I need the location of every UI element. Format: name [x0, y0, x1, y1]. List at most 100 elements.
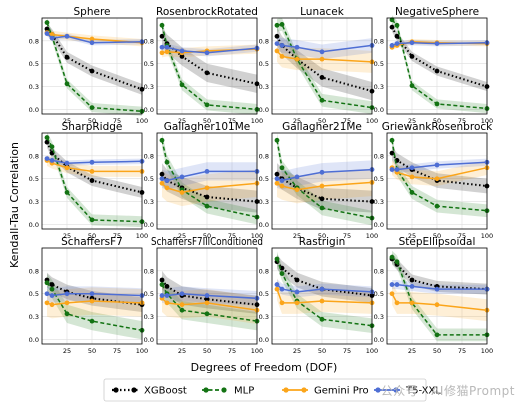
band-xgboost [277, 163, 372, 213]
legend: XGBoost MLP Gemini Pro T5-XXL [103, 378, 441, 402]
point-t5-xxl [409, 165, 415, 171]
y-tick-label: 0.8 [374, 152, 384, 160]
point-mlp [89, 318, 95, 324]
y-tick-label: 0.3 [144, 198, 154, 206]
point-mlp [159, 137, 165, 143]
x-tick-label: 50 [88, 347, 96, 355]
point-t5-xxl [434, 41, 440, 46]
x-tick-label: 50 [433, 117, 441, 125]
panel-title: StepEllipsoidal [399, 236, 476, 248]
y-tick-label: 0.0 [29, 221, 39, 229]
band-mlp [47, 132, 142, 228]
point-mlp [64, 190, 70, 195]
x-tick-label: 100 [251, 117, 263, 125]
x-tick-label: 50 [203, 117, 211, 125]
axes-frame [386, 132, 488, 230]
panel-schaffersf7: 0.0 0.3 0.5 0.8 25 50 75 100 SchaffersF7 [29, 236, 149, 355]
point-gemini-pro [49, 32, 55, 37]
panel-title: RosenbrockRotated [156, 6, 258, 18]
legend-marker [375, 387, 381, 393]
x-tick-label: 25 [408, 232, 416, 240]
point-mlp [64, 311, 70, 317]
legend-marker [131, 387, 137, 393]
band-mlp [162, 275, 257, 331]
point-t5-xxl [179, 48, 185, 54]
x-tick-label: 75 [228, 232, 236, 240]
point-gemini-pro [274, 180, 280, 186]
point-gemini-pro [89, 169, 95, 174]
band-t5-xxl [162, 162, 257, 190]
point-t5-xxl [319, 49, 325, 55]
line-mlp [161, 25, 258, 111]
point-gemini-pro [319, 56, 325, 62]
legend-label: Gemini Pro [314, 386, 369, 397]
point-gemini-pro [434, 176, 440, 182]
band-xgboost [47, 136, 142, 198]
point-xgboost [389, 24, 395, 30]
point-xgboost [179, 54, 185, 59]
x-tick-label: 100 [136, 347, 148, 355]
legend-box [103, 378, 427, 402]
point-gemini-pro [274, 286, 280, 292]
panel-title: SchaffersF7IllConditioned [151, 236, 263, 248]
point-xgboost [204, 70, 210, 76]
x-tick-label: 100 [366, 117, 378, 125]
x-tick-label: 75 [113, 347, 121, 355]
axes-frame [271, 247, 373, 345]
x-tick-label: 75 [343, 232, 351, 240]
point-mlp [179, 307, 185, 313]
y-tick-label: 0.5 [259, 175, 269, 183]
line-xgboost [276, 261, 373, 297]
point-xgboost [159, 171, 165, 177]
point-gemini-pro [274, 48, 280, 54]
x-axis-label: Degrees of Freedom (DOF) [191, 361, 338, 374]
band-t5-xxl [162, 43, 257, 57]
y-axis-label: Kendall-Tau Correlation [8, 142, 21, 268]
point-t5-xxl [294, 174, 300, 180]
x-tick-label: 100 [136, 117, 148, 125]
point-t5-xxl [44, 31, 50, 36]
panel-griewankrosenbrock: 0.0 0.3 0.5 0.8 25 50 75 100 GriewankRosenbrock [374, 121, 494, 240]
x-tick-label: 100 [366, 232, 378, 240]
panel-negativesphere: 0.0 0.3 0.5 0.8 25 50 75 100 NegativeSphere [374, 6, 494, 125]
panel-lunacek: 0.0 0.3 0.5 0.8 25 50 75 100 Lunacek [259, 6, 379, 125]
point-gemini-pro [434, 302, 440, 308]
point-t5-xxl [159, 44, 165, 50]
point-mlp [319, 97, 325, 103]
band-xgboost [162, 27, 257, 93]
point-gemini-pro [279, 54, 285, 59]
x-tick-label: 25 [293, 117, 301, 125]
x-tick-label: 25 [293, 347, 301, 355]
y-tick-label: 0.5 [29, 60, 39, 68]
x-tick-label: 25 [408, 117, 416, 125]
point-gemini-pro [179, 302, 185, 308]
legend-label: MLP [234, 386, 254, 397]
point-mlp [204, 311, 210, 317]
point-mlp [89, 217, 95, 223]
point-mlp [274, 22, 280, 28]
point-gemini-pro [89, 36, 95, 42]
panel-title: Lunacek [300, 6, 345, 18]
x-tick-label: 25 [178, 232, 186, 240]
point-gemini-pro [164, 185, 170, 191]
panel-stepellipsoidal: 0.0 0.3 0.5 0.8 25 50 75 100 StepEllipsoidal [374, 236, 494, 355]
x-tick-label: 100 [251, 232, 263, 240]
point-mlp [164, 159, 170, 165]
point-t5-xxl [164, 178, 170, 183]
line-xgboost [46, 28, 143, 91]
point-t5-xxl [409, 40, 415, 46]
point-gemini-pro [409, 174, 415, 180]
x-tick-label: 75 [113, 117, 121, 125]
x-tick-label: 75 [458, 232, 466, 240]
point-t5-xxl [49, 293, 55, 298]
y-tick-label: 0.8 [29, 37, 39, 45]
y-tick-label: 0.0 [259, 336, 269, 344]
point-gemini-pro [204, 185, 210, 191]
line-mlp [46, 22, 143, 113]
point-mlp [434, 203, 440, 209]
x-tick-label: 25 [63, 232, 71, 240]
y-tick-label: 0.5 [374, 175, 384, 183]
y-tick-label: 0.5 [29, 175, 39, 183]
y-tick-label: 0.5 [374, 60, 384, 68]
y-tick-label: 0.0 [144, 221, 154, 229]
